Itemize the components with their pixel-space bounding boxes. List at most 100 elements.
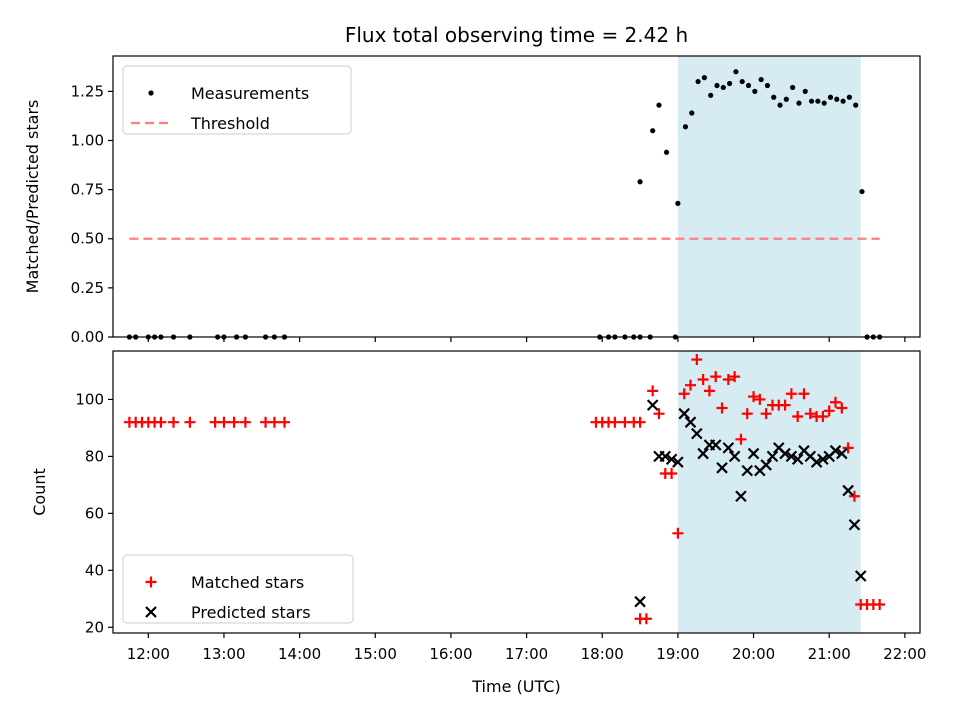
measurements-point bbox=[637, 179, 643, 185]
measurements-point bbox=[859, 188, 865, 195]
predicted-stars-point bbox=[665, 453, 678, 466]
matched-stars-point bbox=[640, 613, 652, 625]
predicted-stars-point bbox=[836, 447, 848, 460]
matched-stars-point bbox=[703, 385, 715, 397]
measurements-point bbox=[726, 80, 733, 87]
predicted-stars-point bbox=[791, 453, 804, 466]
measurements-point bbox=[708, 92, 714, 98]
x-tick-label: 22:00 bbox=[883, 645, 926, 663]
measurements-point bbox=[739, 78, 745, 85]
matched-stars-point bbox=[874, 599, 886, 611]
matched-stars-point bbox=[634, 416, 646, 428]
predicted-stars-point bbox=[817, 453, 829, 466]
matched-stars-point bbox=[155, 416, 167, 428]
chart-title: Flux total observing time = 2.42 h bbox=[345, 23, 688, 47]
predicted-stars-point bbox=[728, 450, 741, 463]
matched-stars-point bbox=[785, 388, 797, 400]
measurements-point bbox=[720, 84, 726, 91]
measurements-point bbox=[777, 102, 783, 108]
matched-stars-point bbox=[798, 388, 810, 400]
measurements-point bbox=[733, 69, 739, 75]
measurements-point bbox=[821, 100, 827, 106]
x-tick-label: 20:00 bbox=[732, 645, 775, 663]
predicted-stars-point bbox=[854, 570, 867, 582]
matched-stars-point bbox=[792, 411, 804, 423]
matched-stars-point bbox=[268, 416, 280, 428]
measurements-point bbox=[701, 75, 707, 81]
matched-stars-point bbox=[722, 373, 734, 385]
matched-stars-point bbox=[184, 416, 196, 428]
measurements-point bbox=[663, 149, 670, 155]
matched-stars-point bbox=[685, 379, 697, 391]
matched-stars-point bbox=[228, 416, 240, 428]
x-tick-label: 16:00 bbox=[429, 645, 472, 663]
measurements-point bbox=[758, 76, 764, 83]
y-tick-label: 100 bbox=[75, 390, 104, 408]
predicted-stars-point bbox=[785, 450, 798, 463]
measurements-point bbox=[808, 98, 815, 104]
legend-label: Measurements bbox=[191, 84, 309, 103]
measurements-point bbox=[650, 128, 656, 134]
y-tick-label: 0.25 bbox=[71, 279, 104, 297]
predicted-stars-point bbox=[848, 518, 861, 531]
y-tick-label: 20 bbox=[85, 618, 104, 636]
matched-stars-point bbox=[823, 405, 835, 417]
matched-stars-point bbox=[729, 371, 741, 383]
predicted-stars-point bbox=[678, 407, 690, 420]
matched-stars-point bbox=[691, 354, 703, 366]
matched-stars-point bbox=[817, 411, 829, 423]
y-tick-label: 40 bbox=[85, 561, 104, 579]
predicted-stars-point bbox=[716, 462, 728, 474]
y-tick-label: 60 bbox=[85, 504, 104, 522]
observing-window-shade bbox=[677, 351, 861, 633]
predicted-stars-point bbox=[709, 439, 722, 451]
matched-stars-point bbox=[830, 396, 842, 408]
measurements-point bbox=[695, 78, 701, 85]
legend-swatch-dot bbox=[148, 90, 154, 96]
matched-stars-point bbox=[609, 416, 621, 428]
x-tick-label: 13:00 bbox=[202, 645, 245, 663]
predicted-stars-point bbox=[779, 447, 791, 460]
top-panel: 0.00 0.25 0.50 0.75 1.00 1.25 Matched/Predicte… bbox=[23, 23, 921, 346]
measurements-point bbox=[827, 94, 834, 100]
predicted-stars-point bbox=[735, 490, 747, 503]
y-tick-label: 0.75 bbox=[71, 181, 104, 199]
matched-stars-point bbox=[754, 393, 766, 405]
predicted-stars-point bbox=[842, 484, 854, 497]
bottom-panel: 20 40 60 80 100 12:00 13:00 14:00 15:00 16:00 17:0… bbox=[30, 350, 926, 696]
x-tick-label: 12:00 bbox=[127, 645, 170, 663]
matched-stars-point bbox=[672, 527, 684, 539]
matched-stars-point bbox=[678, 388, 690, 400]
axes-frame bbox=[112, 55, 921, 338]
predicted-stars-point bbox=[741, 464, 754, 477]
predicted-stars-point bbox=[760, 459, 772, 471]
x-tick-label: 19:00 bbox=[656, 645, 699, 663]
measurements-point bbox=[846, 94, 852, 100]
x-tick-label: 15:00 bbox=[354, 645, 397, 663]
measurements-point bbox=[771, 94, 777, 100]
matched-stars-point bbox=[653, 408, 665, 420]
measurements-point bbox=[752, 88, 758, 94]
predicted-stars-point bbox=[722, 442, 735, 454]
x-tick-label: 14:00 bbox=[278, 645, 321, 663]
measurements-point bbox=[790, 84, 796, 91]
matched-stars-point bbox=[760, 408, 772, 420]
matched-stars-point bbox=[848, 490, 860, 502]
y-tick-label: 0.50 bbox=[71, 230, 104, 248]
predicted-stars-point bbox=[634, 595, 646, 608]
matched-stars-point bbox=[218, 416, 230, 428]
matched-stars-point bbox=[710, 371, 722, 383]
y-axis-label: Count bbox=[30, 468, 49, 516]
predicted-stars-point bbox=[659, 450, 672, 463]
y-tick-label: 1.25 bbox=[71, 82, 104, 100]
matched-stars-point bbox=[779, 399, 791, 411]
measurements-point bbox=[689, 110, 695, 116]
matched-stars-point bbox=[836, 402, 848, 414]
measurements-point bbox=[802, 88, 808, 94]
matched-stars-point bbox=[168, 416, 180, 428]
legend-box bbox=[122, 554, 354, 624]
y-axis-label: Matched/Predicted stars bbox=[23, 100, 42, 294]
y-tick-label: 1.00 bbox=[71, 131, 104, 149]
x-tick-label: 17:00 bbox=[505, 645, 548, 663]
